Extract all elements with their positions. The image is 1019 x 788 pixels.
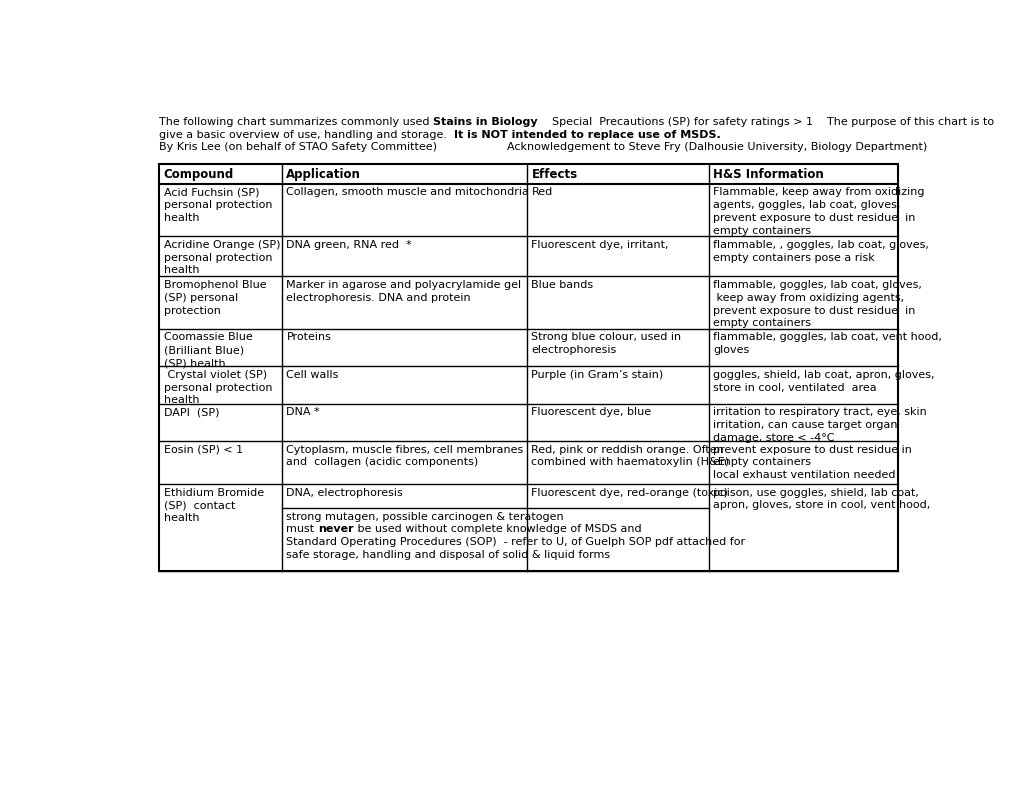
Text: DAPI  (SP): DAPI (SP) [164, 407, 219, 417]
Text: Marker in agarose and polyacrylamide gel
electrophoresis. DNA and protein: Marker in agarose and polyacrylamide gel… [286, 280, 521, 303]
Text: Red, pink or reddish orange. Often
combined with haematoxylin (H&E): Red, pink or reddish orange. Often combi… [531, 444, 729, 467]
Text: Purple (in Gram’s stain): Purple (in Gram’s stain) [531, 370, 663, 380]
Text: goggles, shield, lab coat, apron, gloves,
store in cool, ventilated  area: goggles, shield, lab coat, apron, gloves… [712, 370, 933, 392]
Text: Bromophenol Blue
(SP) personal
protection: Bromophenol Blue (SP) personal protectio… [164, 280, 266, 316]
Text: poison, use goggles, shield, lab coat,
apron, gloves, store in cool, vent hood,: poison, use goggles, shield, lab coat, a… [712, 488, 929, 511]
Text: Collagen, smooth muscle and mitochondria: Collagen, smooth muscle and mitochondria [286, 188, 529, 198]
Text: never: never [318, 525, 354, 534]
Text: Red: Red [531, 188, 552, 198]
Text: give a basic overview of use, handling and storage.: give a basic overview of use, handling a… [159, 130, 453, 139]
Text: Eosin (SP) < 1: Eosin (SP) < 1 [164, 444, 243, 455]
Text: Compound: Compound [164, 168, 234, 181]
Text: Standard Operating Procedures (SOP)  - refer to U, of Guelph SOP pdf attached fo: Standard Operating Procedures (SOP) - re… [286, 537, 745, 547]
Text: must: must [286, 525, 318, 534]
Text: Blue bands: Blue bands [531, 280, 593, 290]
Text: It is NOT intended to replace use of MSDS.: It is NOT intended to replace use of MSD… [453, 130, 720, 139]
Text: strong mutagen, possible carcinogen & teratogen: strong mutagen, possible carcinogen & te… [286, 511, 564, 522]
Text: DNA, electrophoresis: DNA, electrophoresis [286, 488, 403, 497]
Text: By Kris Lee (on behalf of STAO Safety Committee)                    Acknowledgem: By Kris Lee (on behalf of STAO Safety Co… [159, 143, 926, 153]
Text: Special  Precautions (SP) for safety ratings > 1    The purpose of this chart is: Special Precautions (SP) for safety rati… [537, 117, 993, 127]
Text: Application: Application [286, 168, 361, 181]
Bar [159, 165, 898, 571]
Text: Acridine Orange (SP)
personal protection
health: Acridine Orange (SP) personal protection… [164, 240, 280, 276]
Text: be used without complete knowledge of MSDS and: be used without complete knowledge of MS… [354, 525, 641, 534]
Text: Fluorescent dye, blue: Fluorescent dye, blue [531, 407, 651, 417]
Text: H&S Information: H&S Information [712, 168, 823, 181]
Text: Ethidium Bromide
(SP)  contact
health: Ethidium Bromide (SP) contact health [164, 488, 264, 523]
Text: DNA *: DNA * [286, 407, 320, 417]
Text: Coomassie Blue
(Brilliant Blue)
(SP) health: Coomassie Blue (Brilliant Blue) (SP) hea… [164, 333, 253, 368]
Text: Effects: Effects [531, 168, 577, 181]
Text: Strong blue colour, used in
electrophoresis: Strong blue colour, used in electrophore… [531, 333, 681, 355]
Text: flammable, goggles, lab coat, gloves,
 keep away from oxidizing agents,
prevent : flammable, goggles, lab coat, gloves, ke… [712, 280, 921, 329]
Text: Stains in Biology: Stains in Biology [433, 117, 537, 127]
Text: Flammable, keep away from oxidizing
agents, goggles, lab coat, gloves,
prevent e: Flammable, keep away from oxidizing agen… [712, 188, 924, 236]
Text: safe storage, handling and disposal of solid & liquid forms: safe storage, handling and disposal of s… [286, 550, 610, 560]
Text: Cell walls: Cell walls [286, 370, 338, 380]
Text: flammable, , goggles, lab coat, gloves,
empty containers pose a risk: flammable, , goggles, lab coat, gloves, … [712, 240, 928, 262]
Text: Acid Fuchsin (SP)
personal protection
health: Acid Fuchsin (SP) personal protection he… [164, 188, 272, 223]
Text: flammable, goggles, lab coat, vent hood,
gloves: flammable, goggles, lab coat, vent hood,… [712, 333, 942, 355]
Text: Proteins: Proteins [286, 333, 331, 343]
Text: prevent exposure to dust residue in
empty containers
local exhaust ventilation n: prevent exposure to dust residue in empt… [712, 444, 911, 480]
Text: Crystal violet (SP)
personal protection
health: Crystal violet (SP) personal protection … [164, 370, 272, 405]
Text: irritation to respiratory tract, eye, skin
irritation, can cause target organ
da: irritation to respiratory tract, eye, sk… [712, 407, 926, 443]
Text: Fluorescent dye, red-orange (toxic): Fluorescent dye, red-orange (toxic) [531, 488, 728, 497]
Text: Cytoplasm, muscle fibres, cell membranes
and  collagen (acidic components): Cytoplasm, muscle fibres, cell membranes… [286, 444, 523, 467]
Text: DNA green, RNA red  *: DNA green, RNA red * [286, 240, 412, 250]
Text: The following chart summarizes commonly used: The following chart summarizes commonly … [159, 117, 433, 127]
Text: Fluorescent dye, irritant,: Fluorescent dye, irritant, [531, 240, 668, 250]
